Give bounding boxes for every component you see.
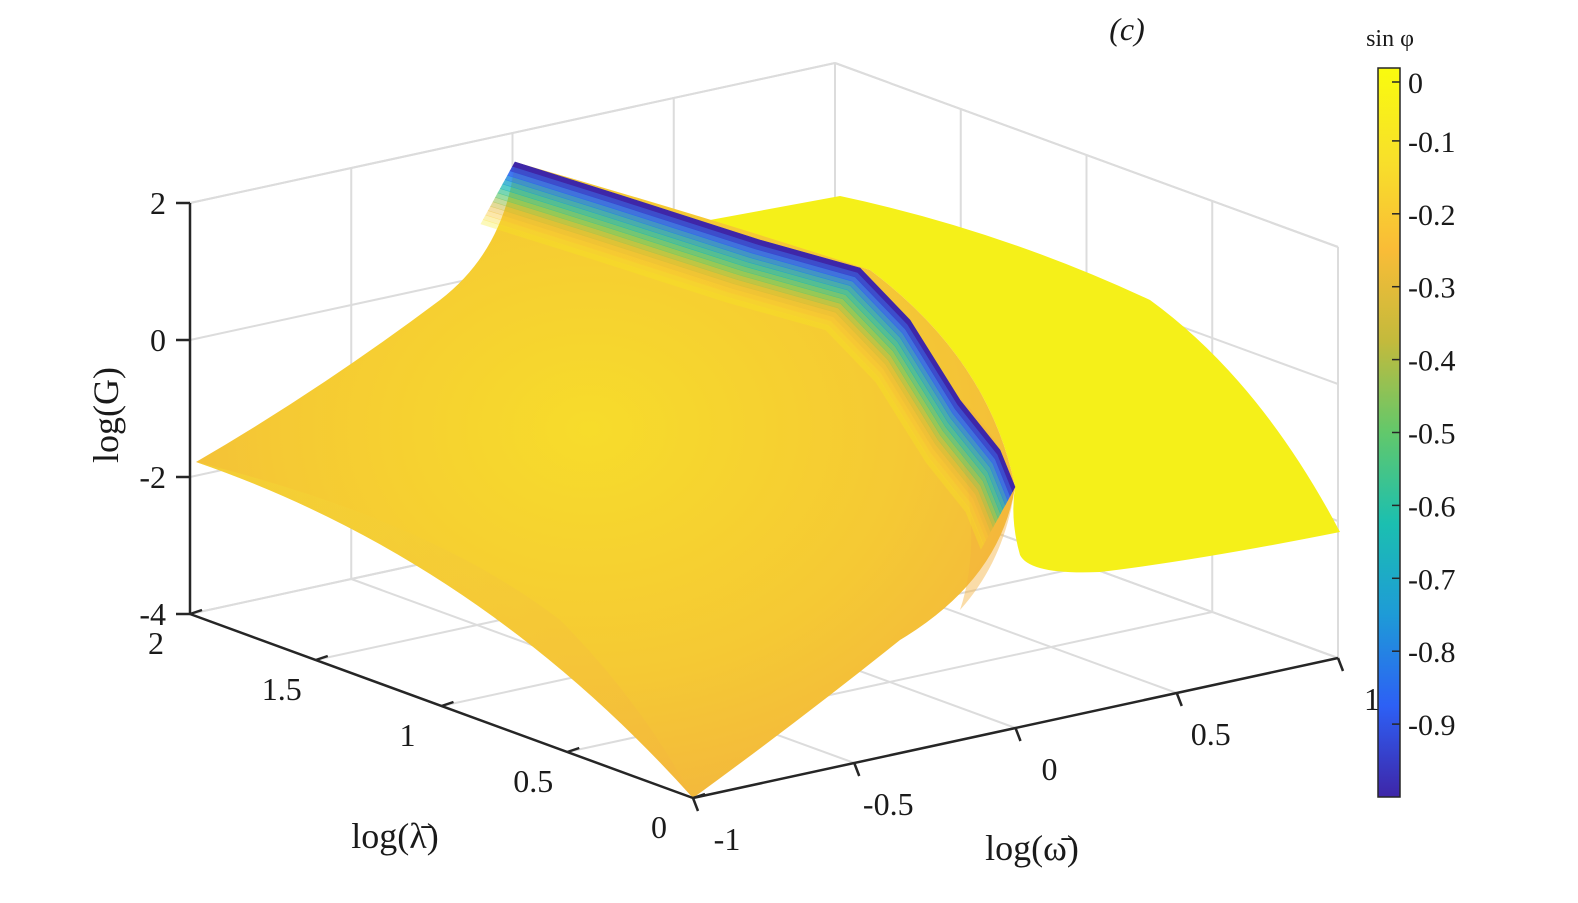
tick-labels: 0 0.5 1 1.5 2 -1 -0.5 0 0.5 1 -4 -2 0 2 <box>139 185 1380 857</box>
x-tick-label: 2 <box>148 625 164 661</box>
colorbar: sin φ 0 -0.1 -0.2 -0.3 -0.4 -0.5 -0.6 -0.7 -0.8 -… <box>1366 26 1456 798</box>
x-axis-label: log(λ̄) <box>351 816 438 856</box>
colorbar-tick-label: 0 <box>1408 67 1423 100</box>
y-tick-label: 0 <box>1042 751 1058 787</box>
x-tick-mark <box>441 700 454 708</box>
grid-line <box>834 62 1339 248</box>
colorbar-tick-label: -0.4 <box>1408 345 1456 378</box>
y-tick-mark <box>853 762 861 777</box>
ridge-strip <box>482 214 987 546</box>
colorbar-tick-label: -0.2 <box>1408 199 1456 232</box>
colorbar-tick-label: -0.6 <box>1408 490 1456 523</box>
x-tick-label: 1.5 <box>262 671 302 707</box>
colorbar-tick-label: -0.7 <box>1408 563 1456 596</box>
y-axis-label: log(ω̄) <box>985 828 1079 868</box>
surface-back-yellow <box>710 196 1340 573</box>
z-tick-label: 0 <box>150 322 166 358</box>
colorbar-tick-label: -0.9 <box>1408 709 1456 742</box>
panel-label: (c) <box>1109 11 1145 47</box>
colorbar-title: sin φ <box>1366 26 1414 52</box>
ridge-strip <box>485 210 989 541</box>
x-tick-label: 0.5 <box>513 763 553 799</box>
y-tick-label: -0.5 <box>863 786 914 822</box>
colorbar-tick-label: -0.3 <box>1408 272 1456 305</box>
surface-plot <box>196 161 1340 798</box>
z-tick-label: -2 <box>139 459 166 495</box>
y-tick-label: 1 <box>1364 681 1380 717</box>
z-tick-label: -4 <box>139 596 166 632</box>
x-tick-mark <box>189 608 203 616</box>
y-tick-mark <box>1336 657 1345 672</box>
y-tick-label: -1 <box>714 821 741 857</box>
colorbar-tick-label: -0.8 <box>1408 636 1456 669</box>
grid-line <box>189 62 836 204</box>
colorbar-tick-label: -0.5 <box>1408 418 1456 451</box>
colorbar-tick-label: -0.1 <box>1408 126 1456 159</box>
x-tick-label: 0 <box>651 809 667 845</box>
x-tick-label: 1 <box>400 717 416 753</box>
z-axis-label: log(G) <box>86 367 126 463</box>
x-tick-mark <box>315 654 329 662</box>
z-tick-label: 2 <box>150 185 166 221</box>
y-tick-mark <box>1175 692 1183 707</box>
y-tick-mark <box>1014 727 1022 742</box>
y-tick-label: 0.5 <box>1191 716 1231 752</box>
surface-front <box>196 162 1015 798</box>
ridge-strip <box>512 161 1016 493</box>
x-tick-mark <box>692 792 706 800</box>
ridge-strip <box>480 219 984 550</box>
colorbar-ticks: 0 -0.1 -0.2 -0.3 -0.4 -0.5 -0.6 -0.7 -0.8 -0.9 <box>1392 67 1456 742</box>
x-tick-mark <box>566 746 580 754</box>
y-tick-mark <box>691 797 700 812</box>
surface-ridge-band <box>480 161 1016 550</box>
